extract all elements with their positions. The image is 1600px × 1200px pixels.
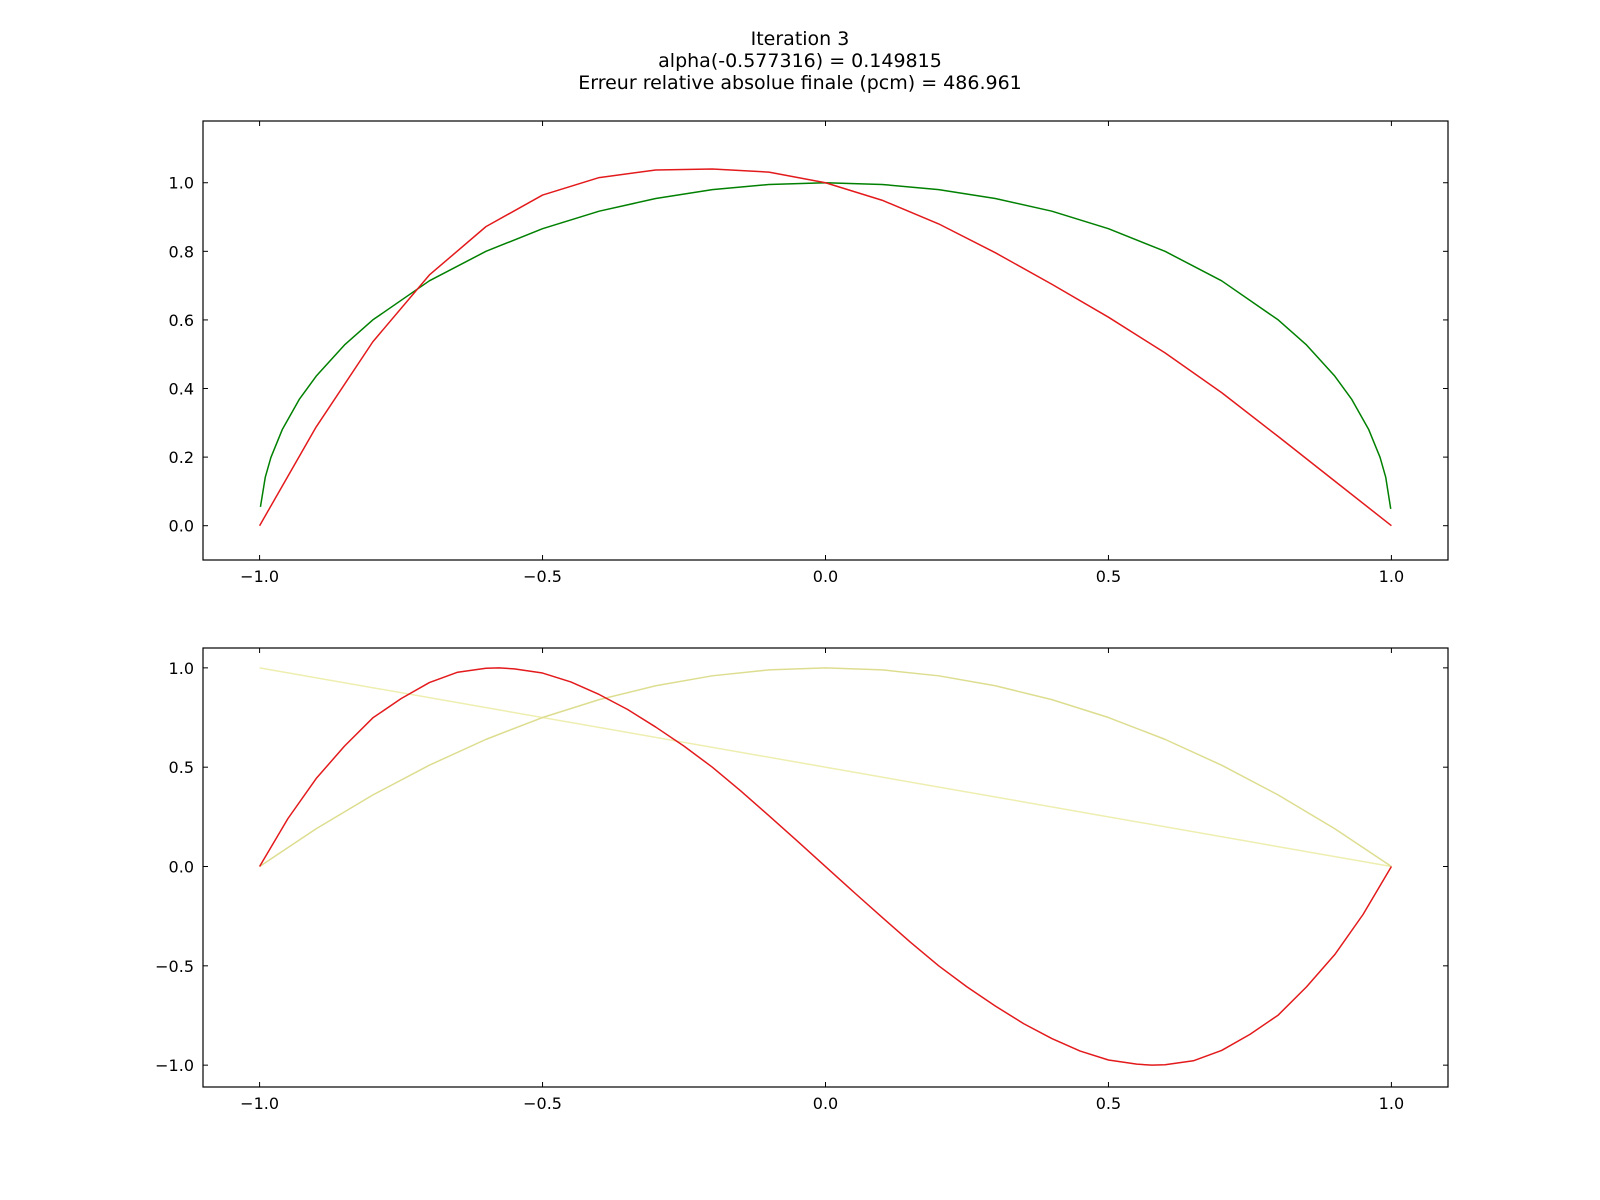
x-tick-label: −0.5: [523, 567, 562, 586]
series-line-3: [258, 667, 1393, 1066]
x-tick-label: 1.0: [1379, 567, 1404, 586]
y-tick-label: 1.0: [169, 659, 194, 678]
y-tick-label: 1.0: [169, 174, 194, 193]
title-line-2: alpha(-0.577316) = 0.149815: [658, 50, 942, 72]
y-tick-label: 0.8: [169, 242, 194, 261]
y-tick-label: 0.2: [169, 448, 194, 467]
x-tick-label: 1.0: [1379, 1094, 1404, 1113]
title-line-3: Erreur relative absolue finale (pcm) = 4…: [578, 72, 1022, 94]
y-tick-label: 0.0: [169, 517, 194, 536]
x-tick-label: −1.0: [240, 567, 279, 586]
x-tick-label: 0.5: [1096, 567, 1121, 586]
y-tick-label: −1.0: [155, 1056, 194, 1075]
y-tick-label: 0.0: [169, 858, 194, 877]
top-plot: −1.0 −0.5 0.0 0.5 1.0 0.0 0.2 0.4 0.6 0.8 1.0: [169, 120, 1449, 586]
title-line-1: Iteration 3: [750, 28, 850, 50]
x-tick-label: −0.5: [523, 1094, 562, 1113]
y-tick-label: 0.5: [169, 758, 194, 777]
y-tick-label: −0.5: [155, 957, 194, 976]
x-tick-label: 0.0: [813, 567, 838, 586]
series-line-1: [259, 181, 1392, 510]
series-line-2: [259, 667, 1392, 868]
x-tick-label: 0.0: [813, 1094, 838, 1113]
x-tick-label: −1.0: [240, 1094, 279, 1113]
figure-title: Iteration 3 alpha(-0.577316) = 0.149815 …: [0, 28, 1600, 94]
bottom-plot: −1.0 −0.5 0.0 0.5 1.0 −1.0 −0.5 0.0 0.5 1.0: [155, 647, 1449, 1113]
series-line-2: [258, 168, 1392, 527]
y-tick-label: 0.4: [169, 380, 194, 399]
series-line-1: [259, 667, 1392, 868]
axes-frame: [202, 120, 1449, 561]
x-tick-label: 0.5: [1096, 1094, 1121, 1113]
y-tick-label: 0.6: [169, 311, 194, 330]
